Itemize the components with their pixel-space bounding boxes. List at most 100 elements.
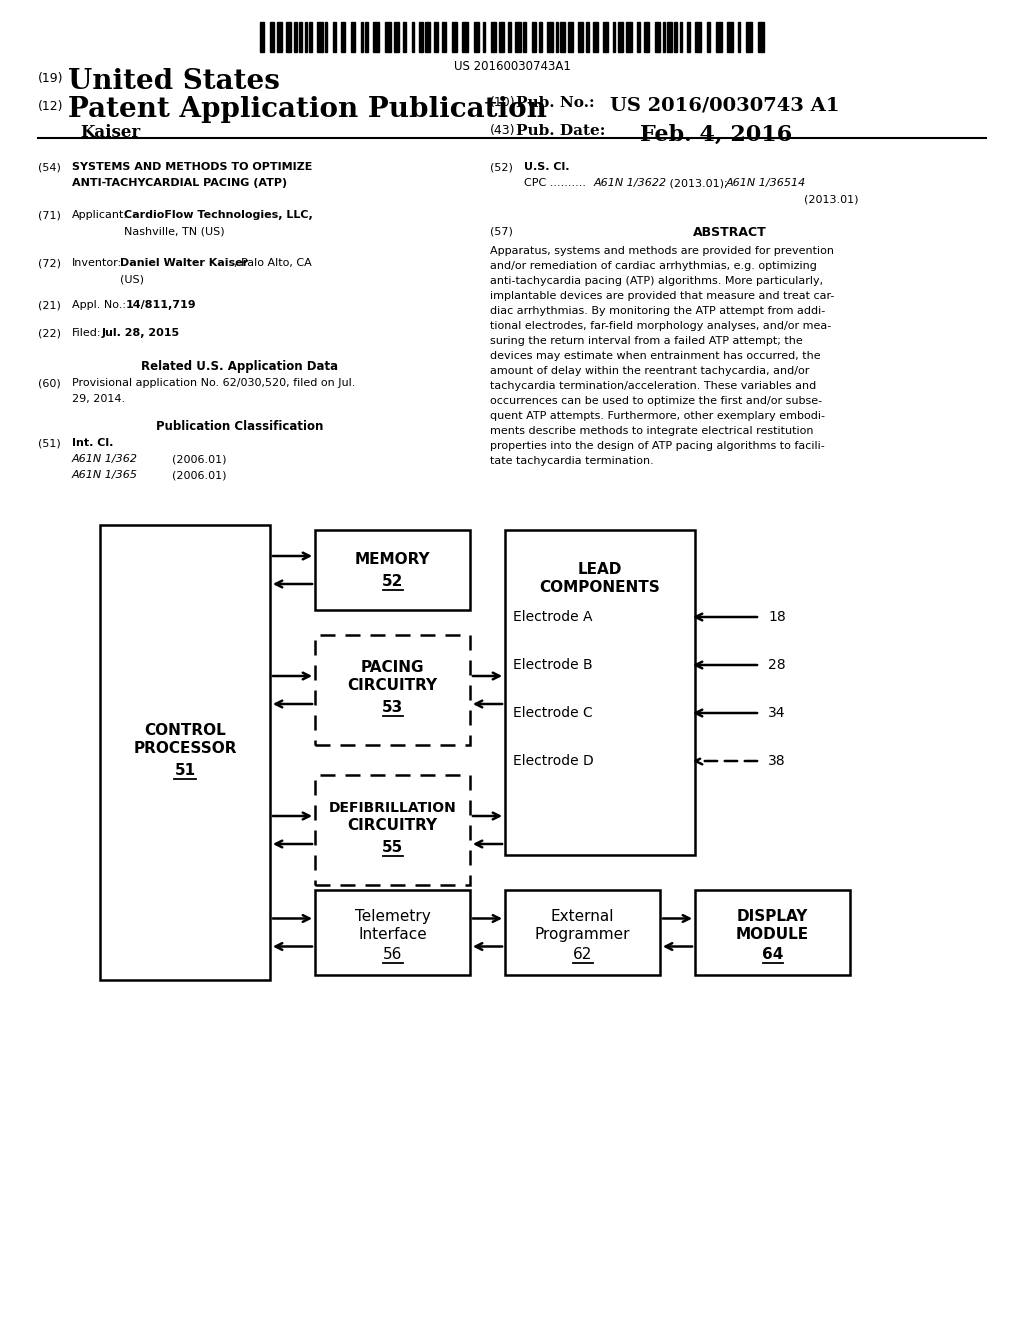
Text: (2013.01);: (2013.01); — [666, 178, 731, 187]
Bar — [523, 22, 526, 51]
Text: Electrode C: Electrode C — [513, 706, 593, 719]
Text: Interface: Interface — [358, 927, 427, 942]
Bar — [618, 22, 623, 51]
Text: devices may estimate when entrainment has occurred, the: devices may estimate when entrainment ha… — [490, 351, 820, 360]
Bar — [317, 22, 323, 51]
Text: U.S. Cl.: U.S. Cl. — [524, 162, 569, 172]
Bar — [412, 22, 414, 51]
Text: (54): (54) — [38, 162, 60, 172]
Bar — [655, 22, 660, 51]
Bar — [687, 22, 690, 51]
Text: Inventor:: Inventor: — [72, 257, 122, 268]
Text: MODULE: MODULE — [736, 927, 809, 942]
Bar — [333, 22, 336, 51]
Bar — [539, 22, 542, 51]
Text: Feb. 4, 2016: Feb. 4, 2016 — [640, 124, 793, 147]
Text: Pub. No.:: Pub. No.: — [516, 96, 595, 110]
Text: Filed:: Filed: — [72, 327, 101, 338]
Text: ments describe methods to integrate electrical restitution: ments describe methods to integrate elec… — [490, 426, 813, 436]
Text: PACING: PACING — [360, 660, 424, 676]
Bar — [707, 22, 710, 51]
Text: 28: 28 — [768, 657, 785, 672]
Text: A61N 1/362: A61N 1/362 — [72, 454, 138, 465]
Text: Applicant:: Applicant: — [72, 210, 128, 220]
Bar — [586, 22, 589, 51]
Text: External: External — [551, 909, 614, 924]
Text: A61N 1/365: A61N 1/365 — [72, 470, 138, 480]
Text: Appl. No.:: Appl. No.: — [72, 300, 126, 310]
Text: tate tachycardia termination.: tate tachycardia termination. — [490, 455, 653, 466]
Text: 34: 34 — [768, 706, 785, 719]
Bar — [738, 22, 740, 51]
Text: Pub. Date:: Pub. Date: — [516, 124, 605, 139]
Text: (10): (10) — [490, 96, 516, 110]
Text: 62: 62 — [572, 946, 592, 962]
Text: US 2016/0030743 A1: US 2016/0030743 A1 — [610, 96, 840, 114]
Text: 64: 64 — [762, 946, 783, 962]
Text: (22): (22) — [38, 327, 61, 338]
Text: (57): (57) — [490, 226, 513, 236]
Text: MEMORY: MEMORY — [354, 553, 430, 568]
Text: DEFIBRILLATION: DEFIBRILLATION — [329, 801, 457, 814]
Text: occurrences can be used to optimize the first and/or subse-: occurrences can be used to optimize the … — [490, 396, 822, 407]
Text: tachycardia termination/acceleration. These variables and: tachycardia termination/acceleration. Th… — [490, 381, 816, 391]
Text: CPC ..........: CPC .......... — [524, 178, 590, 187]
Text: 29, 2014.: 29, 2014. — [72, 393, 125, 404]
Bar — [716, 22, 722, 51]
Text: properties into the design of ATP pacing algorithms to facili-: properties into the design of ATP pacing… — [490, 441, 824, 451]
Text: (2006.01): (2006.01) — [172, 470, 226, 480]
Bar — [385, 22, 391, 51]
Text: ANTI-TACHYCARDIAL PACING (ATP): ANTI-TACHYCARDIAL PACING (ATP) — [72, 178, 287, 187]
Bar — [434, 22, 438, 51]
Bar — [593, 22, 598, 51]
Text: ABSTRACT: ABSTRACT — [693, 226, 767, 239]
Bar — [270, 22, 274, 51]
Text: (60): (60) — [38, 378, 60, 388]
Bar — [462, 22, 468, 51]
Bar — [299, 22, 302, 51]
Bar — [315, 890, 470, 975]
Bar — [560, 22, 565, 51]
Text: Programmer: Programmer — [535, 927, 630, 942]
Text: Patent Application Publication: Patent Application Publication — [68, 96, 547, 123]
Text: (43): (43) — [490, 124, 515, 137]
Bar — [578, 22, 583, 51]
Bar — [626, 22, 632, 51]
Text: , Palo Alto, CA: , Palo Alto, CA — [234, 257, 311, 268]
Bar — [325, 22, 327, 51]
Text: suring the return interval from a failed ATP attempt; the: suring the return interval from a failed… — [490, 337, 803, 346]
Bar — [547, 22, 553, 51]
Text: amount of delay within the reentrant tachycardia, and/or: amount of delay within the reentrant tac… — [490, 366, 809, 376]
Bar — [403, 22, 406, 51]
Bar — [603, 22, 608, 51]
Bar — [315, 775, 470, 884]
Bar — [474, 22, 479, 51]
Bar — [663, 22, 665, 51]
Text: SYSTEMS AND METHODS TO OPTIMIZE: SYSTEMS AND METHODS TO OPTIMIZE — [72, 162, 312, 172]
Text: Related U.S. Application Data: Related U.S. Application Data — [141, 360, 339, 374]
Bar — [674, 22, 677, 51]
Text: 55: 55 — [382, 841, 403, 855]
Text: A61N 1/36514: A61N 1/36514 — [726, 178, 806, 187]
Bar — [394, 22, 399, 51]
Text: LEAD: LEAD — [578, 562, 623, 578]
Bar — [695, 890, 850, 975]
Text: Int. Cl.: Int. Cl. — [72, 438, 114, 447]
Text: CIRCUITRY: CIRCUITRY — [347, 678, 437, 693]
Text: 52: 52 — [382, 574, 403, 590]
Text: (72): (72) — [38, 257, 61, 268]
Bar — [315, 635, 470, 744]
Bar — [442, 22, 446, 51]
Bar — [532, 22, 536, 51]
Text: 38: 38 — [768, 754, 785, 768]
Text: (51): (51) — [38, 438, 60, 447]
Text: (19): (19) — [38, 73, 63, 84]
Text: (US): (US) — [120, 275, 144, 284]
Bar — [419, 22, 423, 51]
Text: (2013.01): (2013.01) — [804, 194, 858, 205]
Bar — [305, 22, 307, 51]
Text: 56: 56 — [383, 946, 402, 962]
Text: Electrode D: Electrode D — [513, 754, 594, 768]
Text: (21): (21) — [38, 300, 60, 310]
Bar — [351, 22, 355, 51]
